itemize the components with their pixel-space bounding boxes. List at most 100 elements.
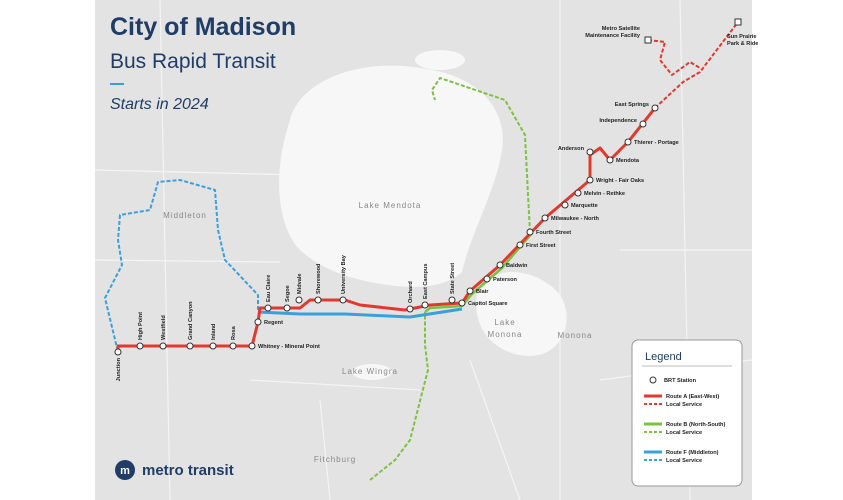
station bbox=[561, 201, 569, 209]
station bbox=[606, 156, 614, 164]
station-label: State Street bbox=[450, 263, 456, 294]
lake-mendota bbox=[279, 65, 503, 287]
station-label: East Campus bbox=[423, 264, 429, 299]
station bbox=[483, 275, 491, 283]
station-label: Midvale bbox=[297, 273, 303, 294]
endpoint-label: Maintenance Facility bbox=[585, 33, 641, 39]
legend-label: Local Service bbox=[666, 402, 702, 408]
station-label: Blair bbox=[476, 289, 489, 295]
route-f bbox=[257, 307, 463, 319]
place-label: Middleton bbox=[163, 211, 207, 220]
header: City of Madison Bus Rapid Transit Starts… bbox=[110, 13, 296, 113]
legend-label: Route B (North-South) bbox=[666, 422, 725, 428]
routes bbox=[104, 21, 739, 481]
station bbox=[314, 296, 322, 304]
lake-monona bbox=[476, 271, 567, 356]
logo: m metro transit bbox=[115, 460, 234, 480]
endpoint-label: Park & Ride bbox=[727, 41, 758, 47]
place-label: Monona bbox=[488, 330, 523, 339]
station bbox=[639, 120, 647, 128]
station-label: Baldwin bbox=[506, 263, 528, 269]
station bbox=[586, 148, 594, 156]
legend-box bbox=[631, 339, 743, 487]
place-label: Monona bbox=[558, 331, 593, 340]
place-label: Lake Mendota bbox=[359, 201, 422, 210]
legend-label: Route F (Middleton) bbox=[666, 450, 719, 456]
station-label: East Springs bbox=[615, 102, 649, 108]
station bbox=[254, 318, 262, 326]
station bbox=[574, 189, 582, 197]
station bbox=[229, 342, 237, 350]
station bbox=[114, 348, 122, 356]
station bbox=[541, 214, 549, 222]
route-a-local bbox=[647, 21, 739, 109]
legend-label: Local Service bbox=[666, 458, 702, 464]
legend-label: BRT Station bbox=[664, 378, 697, 384]
station-label: Thierer - Portage bbox=[634, 140, 679, 146]
station-label: Segoe bbox=[285, 285, 291, 302]
route-b-local bbox=[369, 77, 531, 481]
legend: Legend BRT Station Route A (East-West) Lo… bbox=[631, 339, 743, 487]
place-label: Lake bbox=[494, 318, 515, 327]
station-label: Mendota bbox=[616, 158, 640, 164]
station bbox=[406, 305, 414, 313]
divider bbox=[110, 83, 124, 85]
station-label: Capitol Square bbox=[468, 301, 507, 307]
station bbox=[526, 228, 534, 236]
logo-letter: m bbox=[120, 465, 130, 477]
endpoint-label: Sun Prairie bbox=[727, 34, 757, 40]
station bbox=[448, 296, 456, 304]
endpoint-label: Metro Satellite bbox=[602, 26, 640, 32]
subtitle: Bus Rapid Transit bbox=[110, 50, 276, 73]
station bbox=[516, 241, 524, 249]
station bbox=[624, 138, 632, 146]
station-label: Paterson bbox=[493, 277, 518, 283]
station-label: Fourth Street bbox=[536, 230, 571, 236]
station bbox=[458, 299, 466, 307]
station bbox=[209, 342, 217, 350]
endpoint-marker bbox=[734, 18, 742, 26]
station-label: Whitney - Mineral Point bbox=[258, 344, 320, 350]
station bbox=[421, 301, 429, 309]
station bbox=[339, 296, 347, 304]
endpoint-marker bbox=[644, 36, 652, 44]
station bbox=[283, 304, 291, 312]
station-label: Independence bbox=[599, 118, 637, 124]
station-label: Marquette bbox=[571, 203, 598, 209]
legend-label: Route A (East-West) bbox=[666, 394, 719, 400]
route-a bbox=[116, 107, 657, 352]
station-label: High Point bbox=[138, 312, 144, 340]
station-label: Rosa bbox=[231, 325, 237, 340]
lake-wingra bbox=[352, 364, 392, 380]
places: Lake Mendota Lake Monona Middleton Monona Lak… bbox=[163, 201, 593, 464]
station-label: First Street bbox=[526, 243, 556, 249]
station-label: University Bay bbox=[341, 254, 347, 294]
station-label: Junction bbox=[116, 357, 122, 381]
station bbox=[586, 176, 594, 184]
lake-small bbox=[415, 50, 465, 70]
station bbox=[651, 104, 659, 112]
station bbox=[466, 287, 474, 295]
station bbox=[264, 304, 272, 312]
station-label: Eau Claire bbox=[266, 275, 272, 302]
legend-title: Legend bbox=[645, 351, 682, 363]
station-label: Shorewood bbox=[316, 263, 322, 294]
place-label: Lake Wingra bbox=[342, 367, 398, 376]
title: City of Madison bbox=[110, 13, 296, 41]
station-label: Wright - Fair Oaks bbox=[596, 178, 644, 184]
station bbox=[159, 342, 167, 350]
station-label: Melvin - Rethke bbox=[584, 191, 625, 197]
station-label: Regent bbox=[264, 320, 283, 326]
stations: Junction High Point Westfield Grand Canyon I… bbox=[114, 102, 679, 381]
station bbox=[186, 342, 194, 350]
station-label: Inland bbox=[211, 323, 217, 340]
station-label: Milwaukee - North bbox=[551, 216, 599, 222]
route-f-local bbox=[104, 179, 259, 353]
legend-label: Local Service bbox=[666, 430, 702, 436]
legend-station bbox=[649, 376, 657, 384]
place-label: Fitchburg bbox=[314, 455, 356, 464]
station bbox=[496, 261, 504, 269]
